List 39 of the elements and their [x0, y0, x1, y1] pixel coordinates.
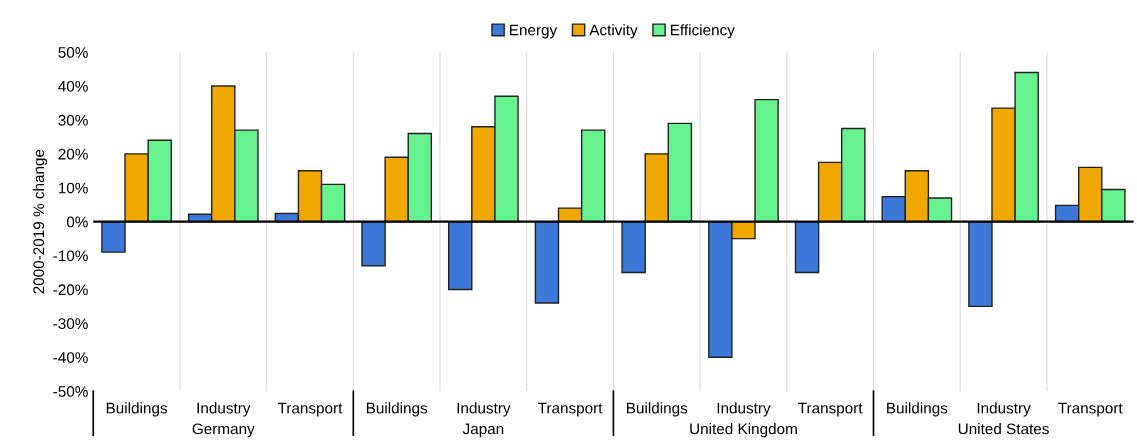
- x-tick-label: Industry: [977, 402, 1031, 417]
- text: Germany: [192, 423, 255, 438]
- y-tick-label: 0%: [66, 216, 88, 228]
- y-tick-label: -20%: [53, 284, 88, 296]
- x-tick-label: Transport: [277, 402, 343, 417]
- bar: [754, 98, 779, 223]
- legend-label: Efficiency: [670, 24, 735, 39]
- y-tick-label: 50%: [58, 47, 88, 58]
- y-tick-label: -40%: [53, 352, 88, 363]
- legend-label: Activity: [589, 24, 638, 39]
- x-tick-label: Buildings: [106, 402, 168, 417]
- x-tick-label: Industry: [457, 402, 511, 417]
- y-tick-label: 40%: [58, 80, 88, 92]
- text: United Kingdom: [690, 423, 797, 438]
- y-tick-label: 20%: [58, 148, 88, 160]
- y-tick-label: -50%: [53, 386, 88, 397]
- y-tick-label: 10%: [58, 182, 88, 194]
- bar: [621, 220, 646, 274]
- x-tick-label: Transport: [1058, 402, 1123, 417]
- text: Japan: [462, 423, 504, 438]
- x-tick-label: Industry: [197, 402, 251, 417]
- y-tick-label: 30%: [58, 114, 88, 126]
- bar: [447, 220, 473, 291]
- bar: [968, 220, 993, 308]
- y-tick-label: -10%: [53, 250, 88, 262]
- x-tick-label: Transport: [538, 402, 603, 417]
- legend-label: Energy: [510, 24, 558, 39]
- text: United States: [958, 423, 1049, 435]
- bar: [794, 220, 820, 274]
- bar: [101, 220, 126, 253]
- x-tick-label: Buildings: [627, 402, 688, 417]
- x-tick-label: Buildings: [887, 402, 948, 417]
- bar: [534, 220, 560, 304]
- x-tick-label: Industry: [717, 402, 771, 417]
- bar: [361, 220, 386, 267]
- x-tick-label: Buildings: [366, 402, 428, 417]
- y-axis-title: 2000-2019 % change: [32, 149, 48, 294]
- y-tick-label: -30%: [53, 318, 88, 330]
- x-tick-label: Transport: [798, 402, 863, 417]
